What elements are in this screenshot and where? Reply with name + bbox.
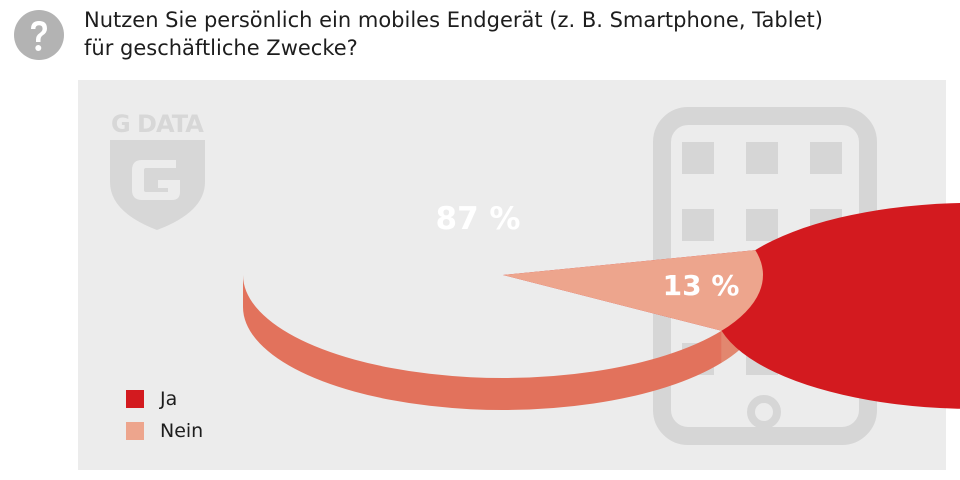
- phone-app-square-0-1: [746, 142, 778, 174]
- legend-swatch-nein: [126, 422, 144, 440]
- question-text: Nutzen Sie persönlich ein mobiles Endger…: [84, 6, 944, 62]
- legend-label-ja: Ja: [160, 388, 178, 410]
- pie-side-ja: [243, 275, 722, 410]
- legend-swatch-ja: [126, 390, 144, 408]
- legend-label-nein: Nein: [160, 420, 204, 442]
- g-data-logo: G DATA: [110, 110, 205, 230]
- question-mark-icon: [14, 10, 64, 60]
- question-line-2: für geschäftliche Zwecke?: [84, 36, 358, 60]
- data-label-nein: 13 %: [663, 269, 740, 302]
- phone-app-square-0-0: [682, 142, 714, 174]
- question-header: Nutzen Sie persönlich ein mobiles Endger…: [14, 6, 944, 72]
- watermark-text: G DATA: [111, 110, 204, 138]
- phone-app-square-1-1: [746, 209, 778, 241]
- phone-app-square-1-0: [682, 209, 714, 241]
- legend-item-nein: Nein: [126, 415, 203, 447]
- legend: Ja Nein: [126, 383, 203, 447]
- pie-layer: 87 % 13 %: [243, 201, 960, 410]
- pie-slice-nein: [503, 250, 763, 331]
- legend-item-ja: Ja: [126, 383, 203, 415]
- data-label-ja: 87 %: [436, 201, 521, 237]
- phone-app-square-0-2: [810, 142, 842, 174]
- question-line-1: Nutzen Sie persönlich ein mobiles Endger…: [84, 8, 823, 32]
